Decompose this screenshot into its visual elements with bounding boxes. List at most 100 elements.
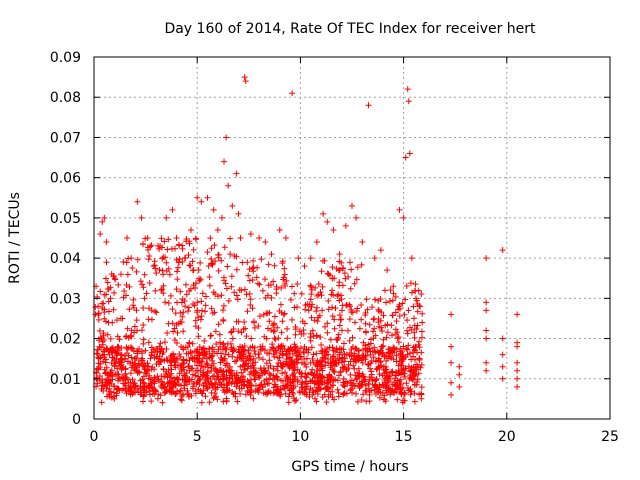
data-point bbox=[183, 378, 190, 385]
data-point bbox=[123, 349, 130, 356]
data-point bbox=[287, 354, 294, 361]
data-point bbox=[418, 349, 425, 356]
data-point bbox=[152, 387, 159, 394]
data-point bbox=[456, 371, 463, 378]
data-point bbox=[416, 391, 423, 398]
data-point bbox=[266, 309, 273, 316]
data-point bbox=[448, 391, 455, 398]
data-point bbox=[381, 353, 388, 360]
data-point bbox=[140, 340, 147, 347]
data-point bbox=[273, 373, 280, 380]
data-point bbox=[231, 380, 238, 387]
data-point bbox=[294, 281, 301, 288]
data-point bbox=[107, 284, 114, 291]
data-point bbox=[148, 242, 155, 249]
data-point bbox=[314, 391, 321, 398]
data-point bbox=[404, 351, 411, 358]
data-point bbox=[353, 276, 360, 283]
data-point bbox=[221, 389, 228, 396]
data-point bbox=[383, 369, 390, 376]
data-point bbox=[223, 134, 230, 141]
data-point bbox=[373, 376, 380, 383]
data-point bbox=[247, 356, 254, 363]
y-tick-label: 0.08 bbox=[50, 90, 81, 106]
data-point bbox=[358, 397, 365, 404]
data-point bbox=[392, 331, 399, 338]
data-point bbox=[278, 377, 285, 384]
data-point bbox=[182, 378, 189, 385]
data-point bbox=[228, 328, 235, 335]
data-point bbox=[231, 358, 238, 365]
data-point bbox=[307, 255, 314, 262]
data-point bbox=[146, 388, 153, 395]
data-point bbox=[324, 270, 331, 277]
data-point bbox=[245, 347, 252, 354]
data-point bbox=[315, 385, 322, 392]
data-point bbox=[198, 313, 205, 320]
data-point bbox=[448, 379, 455, 386]
data-point bbox=[239, 259, 246, 266]
data-point bbox=[184, 390, 191, 397]
data-point bbox=[419, 319, 426, 326]
data-point bbox=[175, 362, 182, 369]
data-point bbox=[312, 284, 319, 291]
data-point bbox=[329, 287, 336, 294]
data-point bbox=[264, 390, 271, 397]
data-point bbox=[404, 86, 411, 93]
data-point bbox=[334, 377, 341, 384]
data-point bbox=[137, 383, 144, 390]
data-point bbox=[514, 375, 521, 382]
data-point bbox=[115, 345, 122, 352]
data-point bbox=[278, 343, 285, 350]
data-point bbox=[313, 398, 320, 405]
data-point bbox=[186, 287, 193, 294]
data-point bbox=[314, 292, 321, 299]
data-point bbox=[408, 356, 415, 363]
data-point bbox=[268, 251, 275, 258]
data-point bbox=[410, 353, 417, 360]
data-point bbox=[358, 301, 365, 308]
data-point bbox=[244, 259, 251, 266]
data-point bbox=[250, 364, 257, 371]
data-point bbox=[348, 266, 355, 273]
data-point bbox=[152, 345, 159, 352]
data-point bbox=[367, 365, 374, 372]
data-point bbox=[175, 320, 182, 327]
data-point bbox=[256, 313, 263, 320]
data-point bbox=[187, 348, 194, 355]
data-point bbox=[99, 218, 106, 225]
data-point bbox=[194, 362, 201, 369]
data-point bbox=[210, 360, 217, 367]
data-point bbox=[291, 367, 298, 374]
data-point bbox=[303, 383, 310, 390]
data-point bbox=[246, 290, 253, 297]
data-point bbox=[108, 372, 115, 379]
data-point bbox=[100, 332, 107, 339]
data-point bbox=[483, 299, 490, 306]
data-point bbox=[238, 344, 245, 351]
data-point bbox=[291, 304, 298, 311]
data-point bbox=[179, 245, 186, 252]
data-point bbox=[173, 235, 180, 241]
data-point bbox=[283, 350, 290, 357]
data-point bbox=[368, 374, 375, 381]
data-point bbox=[192, 284, 199, 291]
data-point bbox=[264, 380, 271, 387]
data-point bbox=[388, 322, 395, 329]
data-point bbox=[92, 311, 99, 318]
data-point bbox=[130, 348, 137, 355]
data-point bbox=[165, 236, 172, 243]
data-point bbox=[165, 320, 172, 327]
data-point bbox=[362, 309, 369, 316]
data-point bbox=[354, 398, 361, 405]
data-point bbox=[347, 259, 354, 266]
data-point bbox=[260, 311, 267, 318]
data-point bbox=[240, 366, 247, 373]
data-point bbox=[140, 379, 147, 386]
data-point bbox=[412, 281, 419, 288]
data-point bbox=[202, 308, 209, 315]
data-point bbox=[389, 348, 396, 355]
data-point bbox=[185, 308, 192, 315]
data-point bbox=[411, 322, 418, 329]
data-point bbox=[380, 336, 387, 343]
